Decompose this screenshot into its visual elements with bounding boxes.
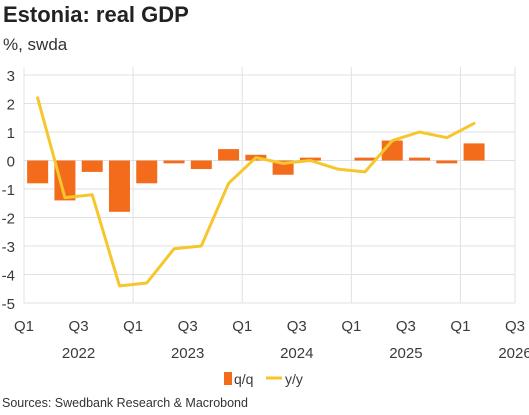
x-tick-label: Q1: [14, 318, 34, 335]
y-tick-label: -5: [2, 296, 15, 313]
x-tick-label: Q3: [396, 318, 416, 335]
y-tick-label: -2: [2, 211, 15, 228]
x-tick-label: Q3: [69, 318, 89, 335]
legend-label-yy: y/y: [285, 371, 303, 387]
source-note: Sources: Swedbank Research & Macrobond: [2, 396, 248, 410]
bar-qq: [190, 160, 212, 170]
bar-qq: [81, 160, 103, 172]
y-tick-label: 2: [7, 97, 15, 114]
bar-qq: [136, 160, 158, 184]
year-label: 2022: [62, 345, 95, 362]
bar-qq: [108, 160, 130, 212]
x-tick-label: Q3: [178, 318, 198, 335]
year-label: 2025: [389, 345, 422, 362]
y-tick-label: -1: [2, 182, 15, 199]
legend-swatch-qq: [224, 372, 232, 385]
x-tick-label: Q3: [505, 318, 525, 335]
x-tick-label: Q1: [341, 318, 361, 335]
y-tick-label: 0: [7, 154, 15, 171]
y-tick-label: -4: [2, 268, 15, 285]
y-tick-label: -3: [2, 239, 15, 256]
bar-qq: [463, 143, 485, 161]
y-tick-label: 3: [7, 68, 15, 85]
bar-qq: [436, 160, 458, 164]
chart-title: Estonia: real GDP: [3, 2, 189, 27]
x-tick-label: Q1: [450, 318, 470, 335]
year-label: 2024: [280, 345, 313, 362]
x-tick-label: Q1: [123, 318, 143, 335]
bar-qq: [409, 157, 431, 161]
bar-qq: [354, 157, 376, 161]
year-label: 2026: [498, 345, 529, 362]
bar-qq: [54, 160, 76, 201]
bar-qq: [218, 149, 240, 161]
chart-subtitle: %, swda: [3, 35, 68, 54]
bar-qq: [27, 160, 49, 184]
x-tick-label: Q3: [287, 318, 307, 335]
year-label: 2023: [171, 345, 204, 362]
x-tick-label: Q1: [232, 318, 252, 335]
line-yy: [36, 96, 476, 288]
y-tick-label: 1: [7, 125, 15, 142]
legend-label-qq: q/q: [234, 371, 253, 387]
bar-qq: [163, 160, 185, 164]
